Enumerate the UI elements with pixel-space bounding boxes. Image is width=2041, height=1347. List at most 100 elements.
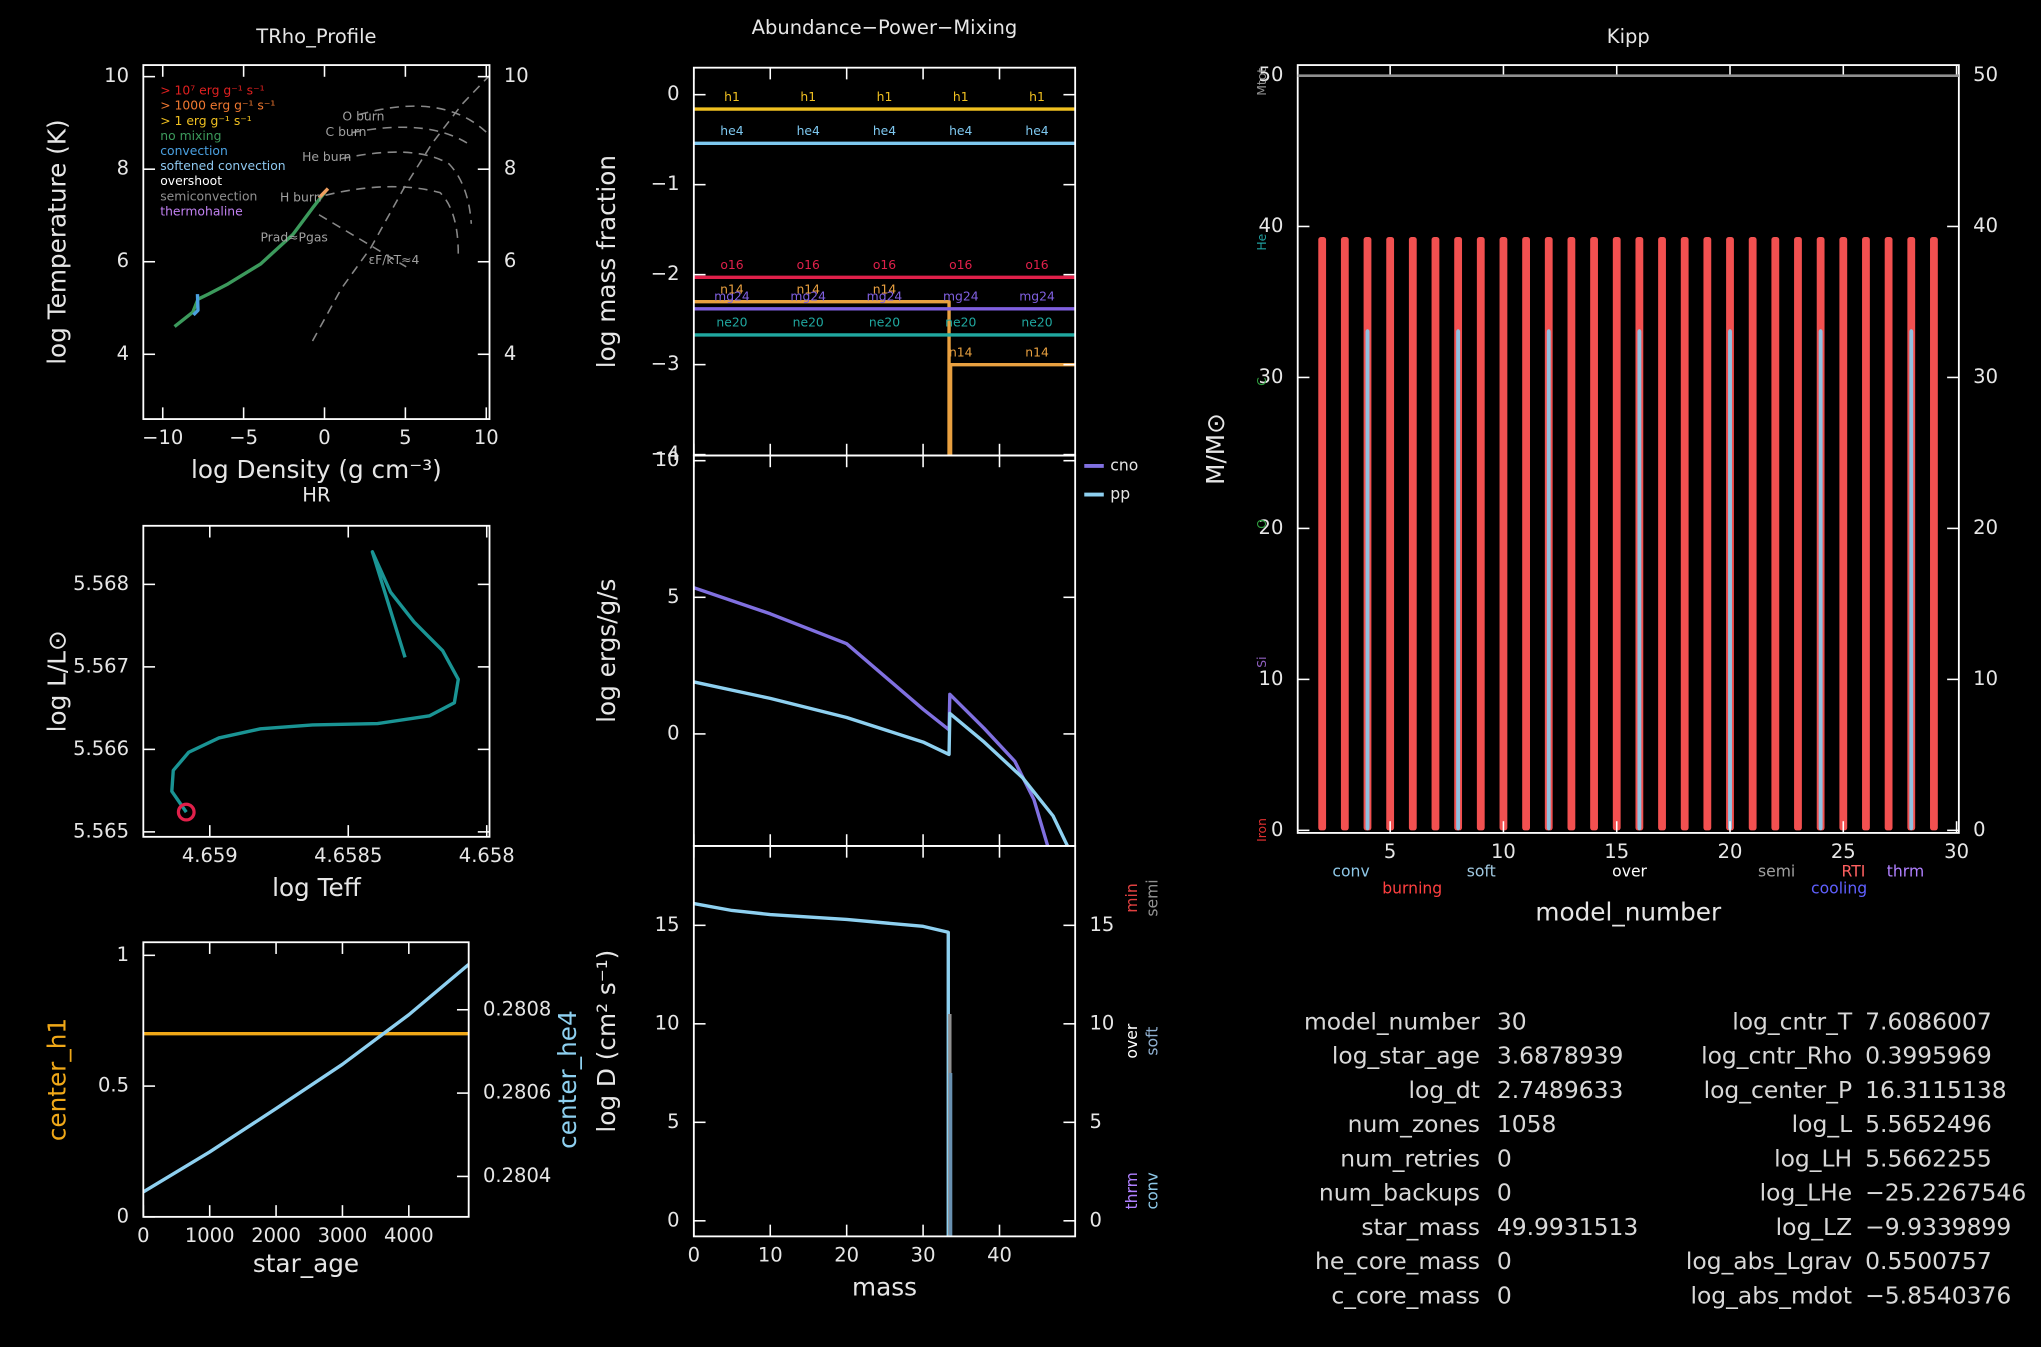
boundary-label: Mtot [1255, 68, 1269, 96]
summary-value: 1058 [1497, 1110, 1557, 1138]
series-line [192, 294, 200, 317]
plot-frame [142, 941, 470, 1218]
conv-bar [1818, 329, 1823, 831]
burn-lines [311, 74, 491, 342]
series-label: he4 [720, 124, 743, 138]
summary-value: 5.5662255 [1865, 1144, 1992, 1172]
x-tick-label: 10 [758, 1243, 783, 1266]
x-tick-label: 4000 [384, 1224, 434, 1247]
plot-area [170, 550, 460, 814]
burn-line [351, 126, 472, 147]
y-tick-label: 10 [1259, 667, 1284, 690]
series-label: o16 [797, 258, 820, 272]
y2-tick-label: 40 [1973, 214, 1998, 237]
burning-bar [1476, 237, 1485, 831]
legend-entry: overshoot [160, 174, 222, 188]
series-label: o16 [873, 258, 896, 272]
series-label: h1 [724, 90, 740, 104]
series-label: ne20 [945, 316, 976, 330]
burning-bar [1612, 237, 1621, 831]
y2-tick-label: 5 [1089, 1110, 1101, 1133]
summary-name: log_abs_Lgrav [1686, 1247, 1852, 1275]
summary-value: 0.5500757 [1865, 1247, 1992, 1275]
summary-value: −5.8540376 [1865, 1281, 2011, 1309]
legend-entry: softened convection [160, 159, 285, 173]
y-tick-label: 5.565 [73, 819, 129, 842]
y-axis-label: log mass fraction [592, 155, 621, 368]
summary-name: log_center_P [1704, 1076, 1853, 1104]
burning-bar [1590, 237, 1598, 831]
legend-entry: > 1 erg g⁻¹ s⁻¹ [160, 114, 252, 128]
conv-bar [1365, 329, 1370, 831]
plot-area [173, 187, 330, 328]
y2-tick-label: 10 [1973, 667, 1998, 690]
burning-bar [1522, 237, 1530, 831]
summary-value: 5.5652496 [1865, 1110, 1992, 1138]
summary-name: log_cntr_Rho [1701, 1042, 1852, 1070]
y-tick-label: −1 [651, 172, 680, 195]
y-tick-label: 5.568 [73, 572, 129, 595]
summary-name: star_mass [1361, 1213, 1480, 1241]
plot-frame [142, 64, 491, 420]
y-axis-label: M/M⊙ [1201, 413, 1230, 485]
y-tick-label: 20 [1259, 516, 1284, 539]
panel-title: TRho_Profile [255, 25, 376, 48]
conv-bar [1728, 329, 1732, 831]
y-tick-label: 5 [667, 585, 679, 608]
legend-entry: semiconvection [160, 189, 257, 203]
current-marker [176, 802, 196, 822]
x-axis-label: log Teff [272, 873, 362, 902]
y-tick-label: 0 [667, 721, 679, 744]
summary-name: he_core_mass [1315, 1247, 1480, 1275]
burning-bar [1884, 237, 1893, 831]
annotation: C burn [326, 125, 367, 139]
summary-value: 7.6086007 [1865, 1007, 1992, 1035]
key-entry: burning [1382, 879, 1442, 897]
boundary-label: Iron [1255, 818, 1269, 842]
summary-name: log_L [1792, 1110, 1852, 1138]
x-tick-label: 10 [474, 426, 499, 449]
x-tick-label: 15 [1604, 840, 1629, 863]
summary-name: log_star_age [1332, 1042, 1480, 1070]
summary-name: log_cntr_T [1732, 1007, 1853, 1035]
x-tick-label: 20 [834, 1243, 859, 1266]
x-tick-label: 4.658 [459, 844, 515, 867]
x-tick-label: 4.659 [182, 844, 238, 867]
burning-bar [1794, 237, 1802, 831]
y-tick-label: 5 [667, 1110, 679, 1133]
series-label: mg24 [867, 290, 903, 304]
summary-value: 0.3995969 [1865, 1042, 1992, 1070]
x-tick-label: 5 [1384, 840, 1396, 863]
y-tick-label: 1 [117, 943, 129, 966]
series-label: ne20 [793, 316, 824, 330]
y-axis-label: center_he4 [553, 1010, 582, 1149]
series-label: ne20 [716, 316, 747, 330]
y-tick-label: −4 [651, 442, 680, 465]
series-line [143, 963, 469, 1194]
annotation: εF/kT≈4 [368, 253, 419, 267]
x-tick-label: 40 [987, 1243, 1012, 1266]
summary-value: 49.9931513 [1497, 1213, 1638, 1241]
series-label: mg24 [790, 290, 826, 304]
summary-name: log_LZ [1776, 1213, 1852, 1241]
y-tick-label: 40 [1259, 214, 1284, 237]
key-entry: cooling [1811, 879, 1867, 897]
x-tick-label: 30 [911, 1243, 936, 1266]
x-tick-label: 4.6585 [314, 844, 382, 867]
burning-bar [1930, 237, 1938, 831]
series-line [693, 299, 1076, 456]
summary-name: c_core_mass [1331, 1281, 1480, 1309]
boundary-label: C [1255, 377, 1269, 386]
y-tick-label: 10 [655, 1011, 680, 1034]
boundary-label: O [1255, 519, 1269, 529]
legend-entry: cno [1110, 456, 1138, 474]
burn-line [311, 74, 491, 342]
x-tick-label: 10 [1491, 840, 1516, 863]
y2-tick-label: 6 [504, 249, 516, 272]
y-tick-label: 5.567 [73, 654, 129, 677]
panel-title: HR [302, 483, 330, 506]
plot-area [693, 586, 1070, 846]
y2-tick-label: 0.2808 [483, 997, 551, 1020]
conv-bar [1456, 329, 1461, 831]
